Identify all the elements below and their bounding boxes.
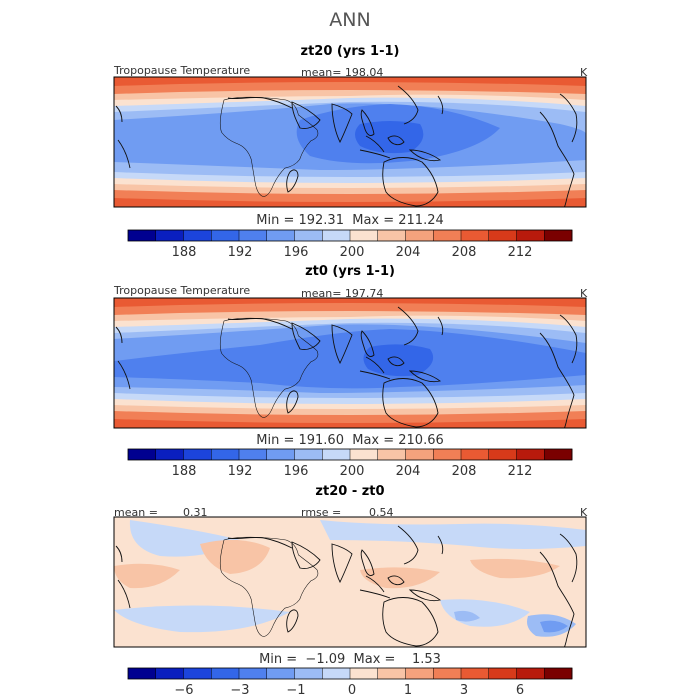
tick-label: 1 (404, 683, 412, 698)
colorbar-swatch (433, 230, 462, 241)
panel-3-rmse-label: rmse = (301, 506, 342, 519)
colorbar-swatch (322, 449, 351, 460)
panel-3-map (113, 516, 587, 648)
main-title: ANN (329, 9, 371, 31)
panel-3-mean-value: 0.31 (183, 506, 208, 519)
tick-label: 196 (284, 464, 309, 479)
panel-3-rmse-value: 0.54 (369, 506, 394, 519)
panel-2-title: zt0 (yrs 1-1) (305, 264, 395, 279)
colorbar-swatch (294, 449, 323, 460)
colorbar-swatch (350, 668, 379, 679)
tick-label: 204 (396, 245, 421, 260)
tick-label: 208 (452, 245, 477, 260)
colorbar-swatch (488, 668, 517, 679)
colorbar-swatch (433, 668, 462, 679)
colorbar-swatch (377, 449, 406, 460)
colorbar-swatch (461, 230, 490, 241)
panel-1-minmax: Min = 192.31 Max = 211.24 (256, 213, 444, 228)
tick-label: −1 (286, 683, 305, 698)
colorbar-swatch (128, 230, 157, 241)
tick-label: 188 (172, 245, 197, 260)
panel-3-mean-label: mean = (114, 506, 158, 519)
colorbar-swatch (266, 230, 295, 241)
colorbar-swatch (488, 230, 517, 241)
colorbar-swatch (266, 449, 295, 460)
colorbar-swatch (266, 668, 295, 679)
colorbar-swatch (377, 230, 406, 241)
colorbar-swatch (239, 449, 268, 460)
tick-label: 192 (228, 245, 253, 260)
panel-2-units: K (580, 287, 588, 300)
colorbar-swatch (516, 449, 545, 460)
panel-2-mean: mean= 197.74 (301, 287, 384, 300)
tick-label: 188 (172, 464, 197, 479)
colorbar-swatch (405, 449, 434, 460)
colorbar-swatch (211, 668, 240, 679)
colorbar-swatch (322, 668, 351, 679)
colorbar-swatch (211, 230, 240, 241)
panel-1-colorbar (127, 229, 573, 242)
colorbar-swatch (239, 668, 268, 679)
tick-label: 192 (228, 464, 253, 479)
colorbar-swatch (405, 230, 434, 241)
colorbar-swatch (544, 668, 573, 679)
colorbar-swatch (516, 230, 545, 241)
colorbar-swatch (516, 668, 545, 679)
tick-label: 6 (516, 683, 524, 698)
panel-3-colorbar-ticks: −6 −3 −1 0 1 3 6 (174, 683, 524, 698)
panel-1-title: zt20 (yrs 1-1) (300, 44, 400, 59)
colorbar-swatch (405, 668, 434, 679)
colorbar-swatch (155, 449, 184, 460)
tick-label: −3 (230, 683, 249, 698)
colorbar-swatch (183, 668, 212, 679)
tick-label: 0 (348, 683, 356, 698)
panel-2-map (113, 297, 587, 429)
panel-3-title: zt20 - zt0 (315, 484, 385, 499)
tick-label: −6 (174, 683, 193, 698)
colorbar-swatch (128, 449, 157, 460)
colorbar-swatch (461, 449, 490, 460)
tick-label: 200 (340, 245, 365, 260)
tick-label: 196 (284, 245, 309, 260)
tick-label: 204 (396, 464, 421, 479)
colorbar-swatch (128, 668, 157, 679)
colorbar-swatch (377, 668, 406, 679)
colorbar-swatch (211, 449, 240, 460)
colorbar-swatch (155, 230, 184, 241)
panel-2-minmax: Min = 191.60 Max = 210.66 (256, 433, 444, 448)
panel-1-field-label: Tropopause Temperature (114, 64, 251, 77)
colorbar-swatch (461, 668, 490, 679)
tick-label: 208 (452, 464, 477, 479)
colorbar-swatch (322, 230, 351, 241)
panel-2-field-label: Tropopause Temperature (114, 284, 251, 297)
colorbar-swatch (183, 449, 212, 460)
colorbar-swatch (350, 449, 379, 460)
panel-2-colorbar-ticks: 188 192 196 200 204 208 212 (172, 464, 533, 479)
tick-label: 212 (508, 464, 533, 479)
tick-label: 3 (460, 683, 468, 698)
colorbar-swatch (294, 230, 323, 241)
colorbar-swatch (155, 668, 184, 679)
colorbar-swatch (544, 230, 573, 241)
colorbar-swatch (350, 230, 379, 241)
colorbar-swatch (183, 230, 212, 241)
colorbar-swatch (239, 230, 268, 241)
panel-3-units: K (580, 506, 588, 519)
panel-1-units: K (580, 66, 588, 79)
panel-1-mean: mean= 198.04 (301, 66, 384, 79)
colorbar-swatch (544, 449, 573, 460)
panel-3-colorbar (127, 667, 573, 680)
colorbar-swatch (433, 449, 462, 460)
panel-1-colorbar-ticks: 188 192 196 200 204 208 212 (172, 245, 533, 260)
panel-1-map (113, 76, 587, 208)
panel-2-colorbar (127, 448, 573, 461)
colorbar-swatch (294, 668, 323, 679)
tick-label: 212 (508, 245, 533, 260)
panel-3-minmax: Min = −1.09 Max = 1.53 (259, 652, 441, 667)
tick-label: 200 (340, 464, 365, 479)
colorbar-swatch (488, 449, 517, 460)
